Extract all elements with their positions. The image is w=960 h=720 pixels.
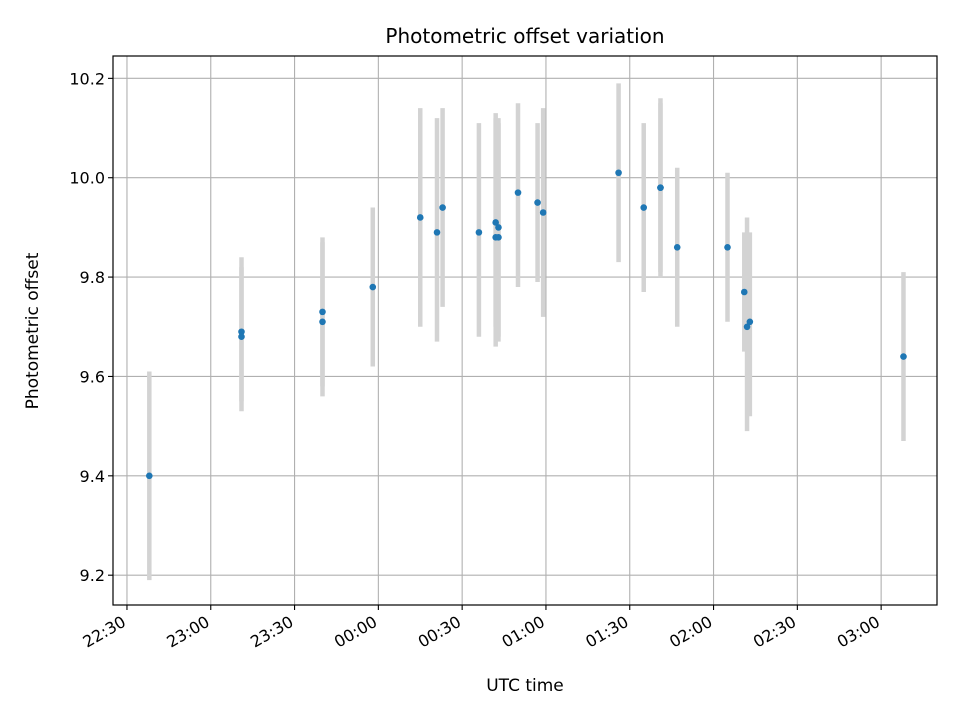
y-tick-label: 9.6	[80, 367, 105, 386]
x-axis-label: UTC time	[486, 676, 564, 696]
x-tick-label: 01:30	[582, 612, 631, 652]
data-point	[743, 323, 751, 331]
data-points	[146, 169, 907, 480]
x-tick-label: 02:30	[750, 612, 799, 652]
data-point	[673, 243, 681, 251]
x-axis: 22:30 23:00 23:30 00:00 00:30 01:00 01:30 02:00…	[80, 605, 883, 652]
grid	[113, 56, 937, 605]
x-tick-label: 02:00	[666, 612, 715, 652]
data-point	[475, 229, 483, 236]
data-point	[433, 229, 441, 236]
y-axis-label: Photometric offset	[23, 252, 43, 409]
error-bars	[147, 83, 906, 581]
data-point	[495, 234, 502, 241]
y-tick-label: 10.0	[69, 169, 105, 188]
x-tick-label: 01:00	[499, 612, 548, 652]
y-tick-label: 9.4	[80, 467, 105, 486]
plot-frame	[112, 55, 938, 606]
data-point	[514, 189, 522, 196]
data-point	[534, 199, 541, 206]
data-point	[724, 243, 731, 251]
data-point	[539, 209, 547, 216]
data-point	[740, 288, 748, 296]
x-tick-label: 23:30	[247, 612, 296, 652]
data-point	[319, 308, 326, 316]
data-point	[640, 204, 648, 211]
data-point	[319, 318, 326, 326]
data-point	[146, 472, 153, 480]
x-tick-label: 00:30	[415, 612, 464, 652]
data-point	[416, 214, 424, 221]
y-tick-label: 10.2	[69, 69, 105, 88]
data-point	[900, 353, 907, 360]
data-point	[439, 204, 446, 211]
data-point	[615, 169, 622, 177]
x-tick-label: 03:00	[834, 612, 883, 652]
y-tick-label: 9.2	[80, 566, 105, 585]
data-point	[238, 333, 245, 341]
y-tick-label: 9.8	[80, 268, 105, 287]
data-point	[657, 184, 664, 191]
data-point	[238, 328, 245, 336]
chart-title: Photometric offset variation	[385, 24, 664, 48]
x-tick-label: 23:00	[163, 612, 212, 652]
data-point	[495, 224, 502, 231]
x-tick-label: 00:00	[331, 612, 380, 652]
y-axis: 9.2 9.4 9.6 9.8 10.0 10.2	[69, 69, 113, 585]
data-point	[492, 219, 499, 226]
x-tick-label: 22:30	[80, 612, 129, 652]
data-point	[746, 318, 754, 326]
data-point	[369, 283, 377, 291]
